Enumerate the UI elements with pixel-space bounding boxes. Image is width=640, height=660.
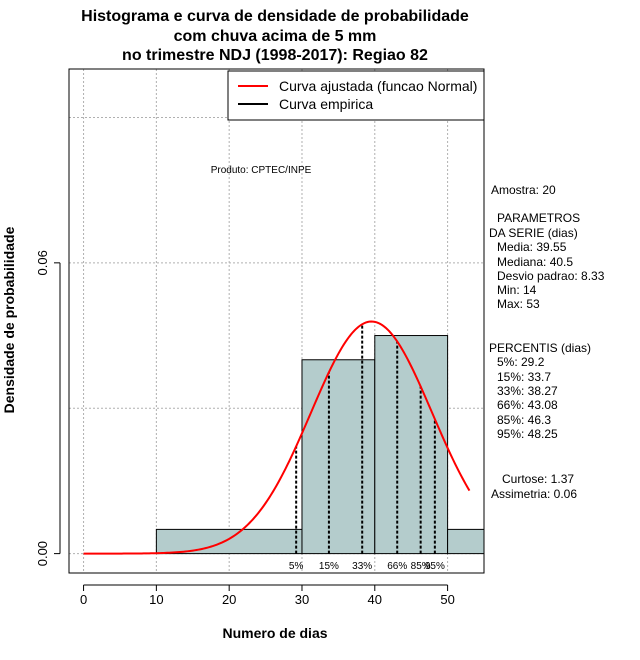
stat-assimetria: Assimetria: 0.06 — [491, 487, 577, 501]
normal-curve — [83, 320, 471, 555]
stat-parametros-title-1: PARAMETROS — [497, 211, 580, 225]
percentile-label: 33% — [352, 561, 372, 572]
x-tick-label: 50 — [440, 592, 454, 607]
percentile-label: 5% — [289, 561, 304, 572]
y-axis-label: Densidade de probabilidade — [1, 226, 17, 413]
x-tick-label: 10 — [149, 592, 163, 607]
chart-title-line-1: Histograma e curva de densidade de proba… — [81, 8, 469, 25]
plot-frame — [68, 68, 485, 574]
legend: Curva ajustada (funcao Normal) Curva emp… — [227, 70, 485, 121]
stat-amostra: Amostra: 20 — [491, 183, 556, 197]
percentile-label: 95% — [425, 561, 445, 572]
legend-label-fitted: Curva ajustada (funcao Normal) — [279, 78, 477, 94]
stat-percentis-title: PERCENTIS (dias) — [489, 341, 591, 355]
product-annotation: Produto: CPTEC/INPE — [211, 165, 312, 176]
stat-p85: 85%: 46.3 — [497, 413, 551, 427]
y-tick-label: 0.00 — [35, 541, 50, 566]
stat-p5: 5%: 29.2 — [497, 355, 545, 369]
stat-p95: 95%: 48.25 — [497, 427, 558, 441]
x-tick-label: 40 — [368, 592, 382, 607]
chart-title-line-2: com chuva acima de 5 mm — [174, 28, 377, 45]
stats-panel: Amostra: 20 PARAMETROS DA SERIE (dias) M… — [489, 183, 605, 501]
percentile-label: 66% — [387, 561, 407, 572]
percentile-label: 85% — [411, 561, 431, 572]
stat-desvio: Desvio padrao: 8.33 — [497, 269, 605, 283]
stat-p66: 66%: 43.08 — [497, 398, 558, 412]
stat-min: Min: 14 — [497, 283, 537, 297]
histogram-bar — [301, 359, 376, 555]
stat-curtose: Curtose: 1.37 — [502, 472, 574, 486]
percentile-lines: 5% 15% 33% 66% 85%95% — [289, 324, 445, 572]
y-tick-label: 0.06 — [35, 250, 50, 275]
legend-label-empirical: Curva empirica — [279, 96, 373, 112]
stat-parametros-title-2: DA SERIE (dias) — [489, 226, 578, 240]
x-axis-label: Numero de dias — [222, 625, 327, 641]
histogram-bar — [447, 528, 485, 555]
x-tick-label: 30 — [295, 592, 309, 607]
percentile-label: 15% — [319, 561, 339, 572]
stat-mediana: Mediana: 40.5 — [497, 255, 573, 269]
stat-p15: 15%: 33.7 — [497, 370, 551, 384]
chart-title-line-3: no trimestre NDJ (1998-2017): Regiao 82 — [122, 47, 428, 64]
x-axis: 0 10 20 30 40 50 — [80, 584, 455, 607]
stat-media: Media: 39.55 — [497, 240, 567, 254]
histogram-bar — [155, 528, 303, 555]
stat-p33: 33%: 38.27 — [497, 384, 558, 398]
x-tick-label: 0 — [80, 592, 87, 607]
y-axis: 0.00 0.06 — [35, 250, 61, 566]
stat-max: Max: 53 — [497, 297, 540, 311]
x-tick-label: 20 — [222, 592, 236, 607]
legend-box — [227, 70, 485, 121]
